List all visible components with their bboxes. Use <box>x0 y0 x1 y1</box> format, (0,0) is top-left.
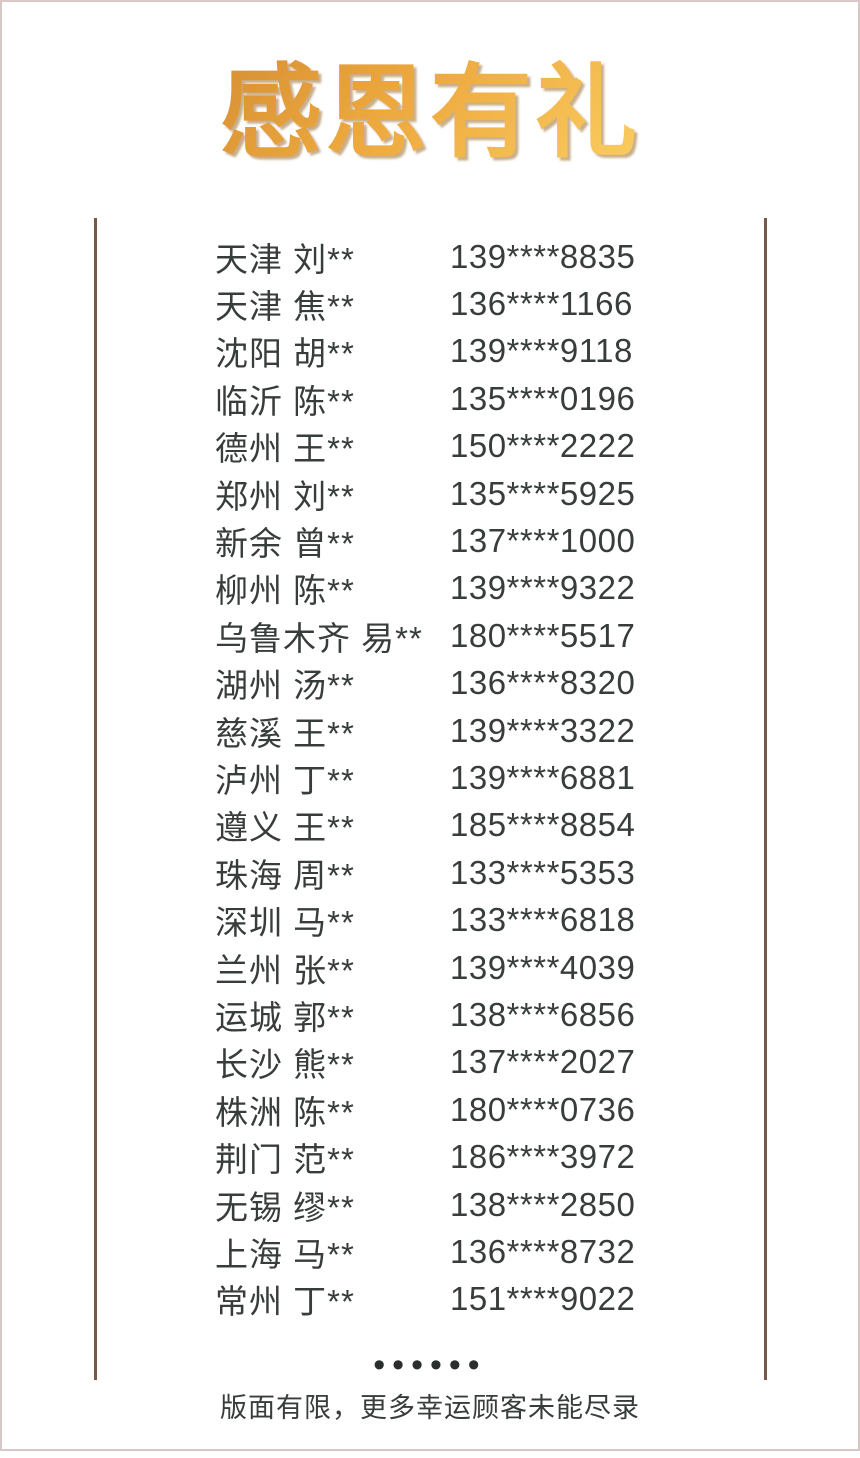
list-item: 常州 丁** 151****9022 <box>0 1276 860 1323</box>
winner-name: 湖州 汤** <box>215 667 355 705</box>
winner-phone: 185****8854 <box>450 806 636 844</box>
list-item: 柳州 陈** 139****9322 <box>0 565 860 612</box>
winner-name: 新余 曾** <box>215 525 355 563</box>
list-item: 上海 马** 136****8732 <box>0 1228 860 1275</box>
winner-name: 长沙 熊** <box>215 1046 355 1084</box>
winner-phone: 139****9118 <box>450 332 633 370</box>
winner-name: 遵义 王** <box>215 809 355 847</box>
winner-phone: 136****8732 <box>450 1232 636 1270</box>
list-item: 湖州 汤** 136****8320 <box>0 660 860 707</box>
list-item: 德州 王** 150****2222 <box>0 423 860 470</box>
winner-phone: 180****5517 <box>450 616 636 654</box>
winner-name: 德州 王** <box>215 430 355 468</box>
list-item: 临沂 陈** 135****0196 <box>0 375 860 422</box>
footer-note: 版面有限，更多幸运顾客未能尽录 <box>220 1393 640 1423</box>
winner-name: 临沂 陈** <box>215 382 355 420</box>
winner-name: 运城 郭** <box>215 998 355 1036</box>
winner-phone: 138****2850 <box>450 1185 636 1223</box>
winner-name: 深圳 马** <box>215 904 355 942</box>
winner-phone: 136****1166 <box>450 285 633 323</box>
list-item: 遵义 王** 185****8854 <box>0 802 860 849</box>
list-item: 运城 郭** 138****6856 <box>0 991 860 1038</box>
winner-list: 天津 刘** 139****8835 天津 焦** 136****1166 沈阳… <box>0 233 860 1323</box>
list-item: 泸州 丁** 139****6881 <box>0 754 860 801</box>
list-item: 郑州 刘** 135****5925 <box>0 470 860 517</box>
winner-phone: 139****4039 <box>450 948 636 986</box>
winner-phone: 133****5353 <box>450 853 636 891</box>
winner-name: 兰州 张** <box>215 951 355 989</box>
winner-phone: 137****2027 <box>450 1043 636 1081</box>
winner-phone: 186****3972 <box>450 1138 636 1176</box>
list-item: 沈阳 胡** 139****9118 <box>0 328 860 375</box>
list-item: 乌鲁木齐 易** 180****5517 <box>0 612 860 659</box>
winner-name: 慈溪 王** <box>215 714 355 752</box>
winner-name: 珠海 周** <box>215 856 355 894</box>
list-item: 珠海 周** 133****5353 <box>0 849 860 896</box>
winner-name: 郑州 刘** <box>215 477 355 515</box>
winner-name: 乌鲁木齐 易** <box>215 619 423 657</box>
list-item: 天津 焦** 136****1166 <box>0 280 860 327</box>
winner-phone: 151****9022 <box>450 1280 636 1318</box>
list-item: 无锡 缪** 138****2850 <box>0 1181 860 1228</box>
winner-name: 天津 焦** <box>215 288 355 326</box>
list-item: 深圳 马** 133****6818 <box>0 896 860 943</box>
winner-phone: 135****0196 <box>450 379 636 417</box>
winner-name: 荆门 范** <box>215 1141 355 1179</box>
winner-phone: 137****1000 <box>450 522 636 560</box>
winner-phone: 150****2222 <box>450 427 636 465</box>
winner-phone: 133****6818 <box>450 901 636 939</box>
left-rule-line <box>94 218 97 1380</box>
winner-phone: 139****8835 <box>450 237 636 275</box>
winner-phone: 180****0736 <box>450 1090 636 1128</box>
winner-phone: 135****5925 <box>450 474 636 512</box>
winner-phone: 136****8320 <box>450 664 636 702</box>
page-title: 感恩有礼 <box>0 59 860 167</box>
ellipsis-dots: •••••• <box>373 1346 487 1384</box>
winner-phone: 138****6856 <box>450 995 636 1033</box>
right-rule-line <box>764 218 767 1380</box>
list-item: 长沙 熊** 137****2027 <box>0 1039 860 1086</box>
list-item: 天津 刘** 139****8835 <box>0 233 860 280</box>
winner-name: 无锡 缪** <box>215 1188 355 1226</box>
winner-name: 柳州 陈** <box>215 572 355 610</box>
list-item: 荆门 范** 186****3972 <box>0 1133 860 1180</box>
winner-name: 株洲 陈** <box>215 1093 355 1131</box>
list-item: 新余 曾** 137****1000 <box>0 517 860 564</box>
winner-name: 泸州 丁** <box>215 762 355 799</box>
winner-phone: 139****6881 <box>450 758 636 796</box>
list-item: 慈溪 王** 139****3322 <box>0 707 860 754</box>
winner-name: 常州 丁** <box>215 1283 355 1321</box>
list-item: 株洲 陈** 180****0736 <box>0 1086 860 1133</box>
winner-phone: 139****3322 <box>450 711 636 749</box>
winner-name: 上海 马** <box>215 1235 355 1273</box>
list-item: 兰州 张** 139****4039 <box>0 944 860 991</box>
winner-name: 天津 刘** <box>215 240 355 278</box>
winner-name: 沈阳 胡** <box>215 335 355 373</box>
winner-phone: 139****9322 <box>450 569 636 607</box>
